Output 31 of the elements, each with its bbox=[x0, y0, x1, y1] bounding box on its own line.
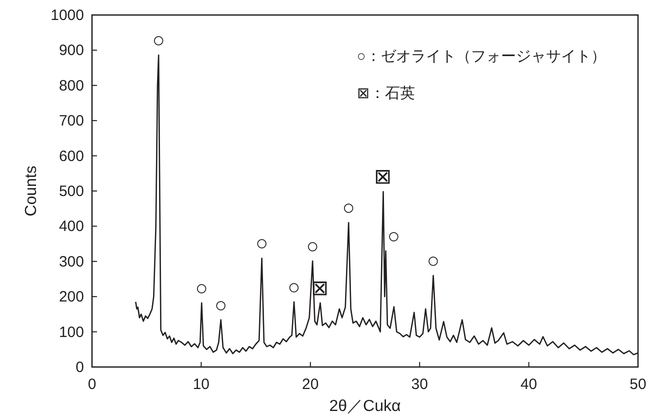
y-tick-label: 500 bbox=[58, 183, 84, 200]
y-tick-label: 400 bbox=[58, 218, 84, 236]
x-tick-label: 50 bbox=[630, 376, 646, 393]
y-tick-label: 1000 bbox=[50, 7, 84, 24]
annotation: ○ bbox=[426, 249, 440, 272]
y-tick-label: 600 bbox=[58, 148, 84, 165]
annotation: ○ bbox=[288, 276, 300, 299]
x-tick-label: 20 bbox=[302, 376, 319, 393]
annotation: ○ bbox=[195, 276, 208, 300]
annotation: ○ bbox=[214, 294, 228, 317]
annotation: ○ bbox=[342, 196, 355, 220]
y-tick-label: 200 bbox=[58, 288, 84, 306]
x-tick-label: 30 bbox=[411, 376, 428, 393]
x-tick-label: 0 bbox=[88, 376, 96, 393]
annotation: ○ bbox=[387, 224, 400, 248]
annotation: ⊠ bbox=[374, 166, 392, 189]
annotation: ○ bbox=[306, 235, 319, 258]
annotation: ○ bbox=[152, 29, 165, 52]
x-axis-title: 2θ／Cukα bbox=[329, 398, 401, 415]
y-tick-label: 700 bbox=[58, 112, 84, 130]
annotation: ⊠：石英 bbox=[356, 85, 415, 102]
y-axis-title: Counts bbox=[23, 166, 40, 216]
y-tick-label: 100 bbox=[58, 324, 84, 341]
x-tick-label: 10 bbox=[192, 376, 210, 393]
y-tick-label: 800 bbox=[58, 77, 84, 94]
y-tick-label: 300 bbox=[58, 253, 84, 270]
x-tick-label: 40 bbox=[520, 376, 538, 393]
annotation: ○：ゼオライト（フォージャサイト） bbox=[356, 48, 606, 65]
y-tick-label: 0 bbox=[76, 359, 84, 376]
y-tick-label: 900 bbox=[58, 42, 84, 60]
annotation: ○ bbox=[255, 232, 268, 256]
